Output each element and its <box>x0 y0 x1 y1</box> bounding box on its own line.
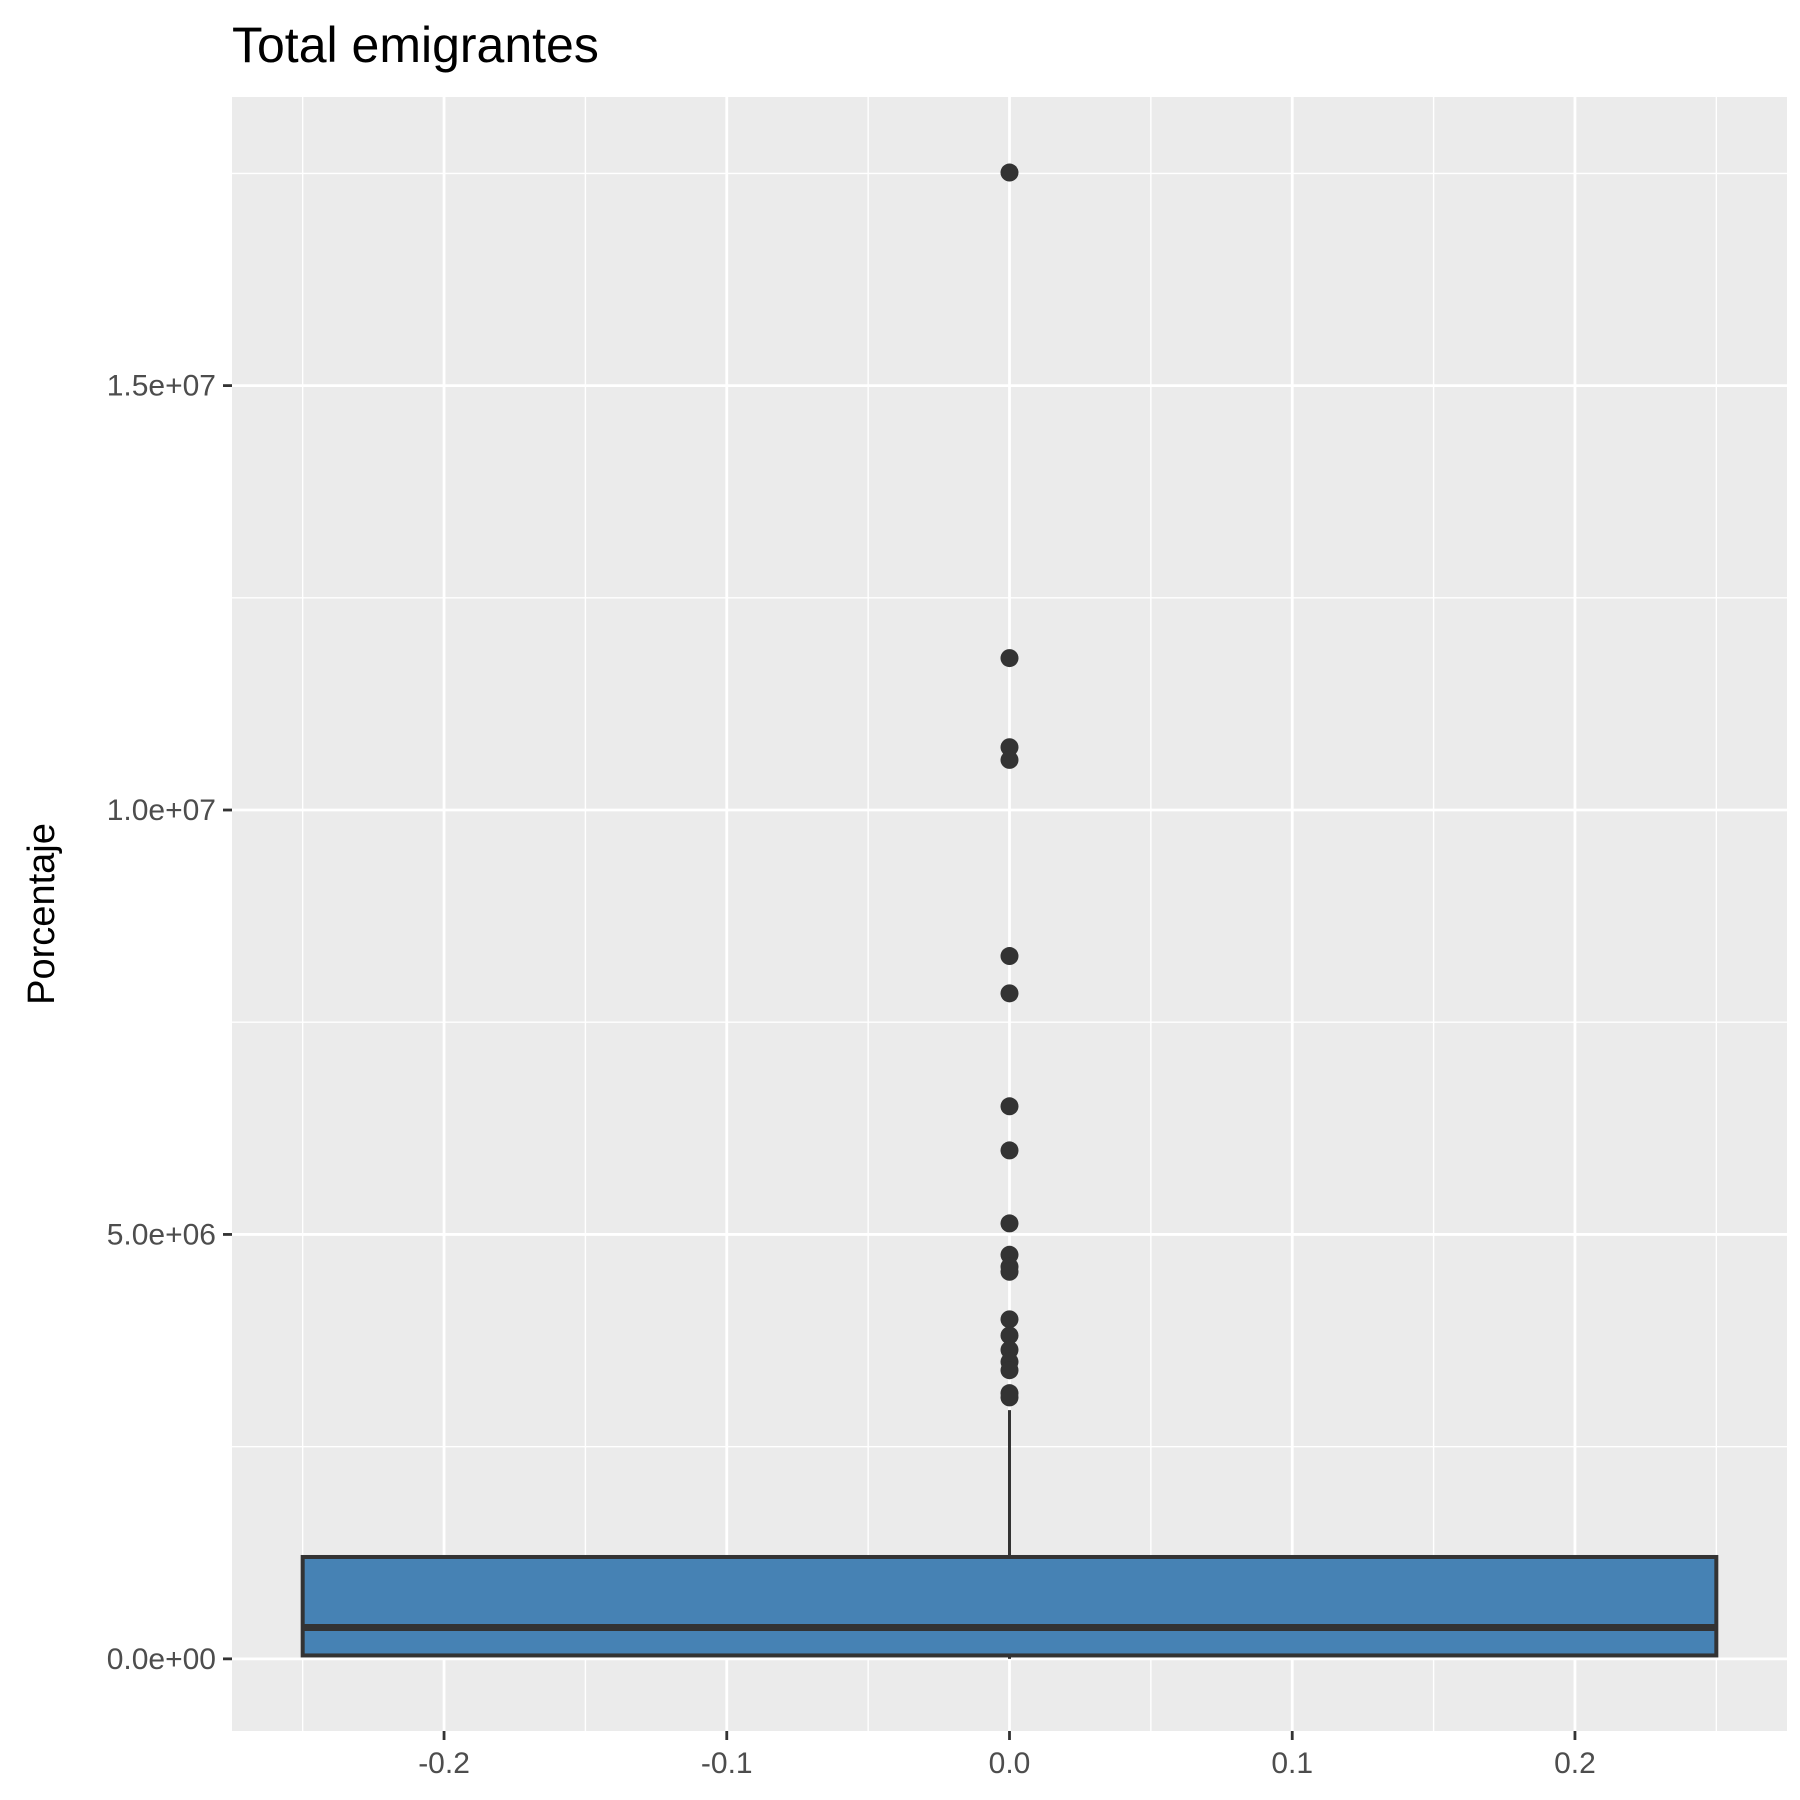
x-tick-label: 0.0 <box>989 1747 1031 1780</box>
y-tick-label: 5.0e+06 <box>107 1218 216 1251</box>
outlier-point <box>1000 738 1019 757</box>
chart-title: Total emigrantes <box>232 17 599 73</box>
x-axis: -0.2 -0.1 0.0 0.1 0.2 <box>418 1731 1596 1780</box>
outlier-point <box>1000 1326 1019 1345</box>
outlier-point <box>1000 750 1019 769</box>
x-tick-label: 0.2 <box>1554 1747 1596 1780</box>
outlier-point <box>1000 649 1019 668</box>
outlier-point <box>1000 1097 1019 1116</box>
outlier-point <box>1000 1388 1019 1407</box>
x-tick-label: 0.1 <box>1271 1747 1313 1780</box>
outlier-point <box>1000 1214 1019 1233</box>
y-tick-label: 1.0e+07 <box>107 794 216 827</box>
x-tick-label: -0.1 <box>701 1747 753 1780</box>
y-axis: 0.0e+00 5.0e+06 1.0e+07 1.5e+07 <box>107 370 232 1676</box>
outlier-points <box>1000 163 1019 1407</box>
outlier-point <box>1000 947 1019 966</box>
outlier-point <box>1000 1361 1019 1380</box>
outlier-point <box>1000 1141 1019 1160</box>
boxplot <box>300 1410 1719 1659</box>
x-tick-label: -0.2 <box>418 1747 470 1780</box>
y-tick-label: 1.5e+07 <box>107 370 216 403</box>
y-tick-label: 0.0e+00 <box>107 1643 216 1676</box>
box-iqr <box>300 1554 1719 1658</box>
outlier-point <box>1000 1310 1019 1329</box>
outlier-point <box>1000 1262 1019 1281</box>
grid-major <box>232 97 1787 1731</box>
y-axis-title: Porcentaje <box>21 823 63 1005</box>
outlier-point <box>1000 984 1019 1003</box>
outlier-point <box>1000 163 1019 182</box>
